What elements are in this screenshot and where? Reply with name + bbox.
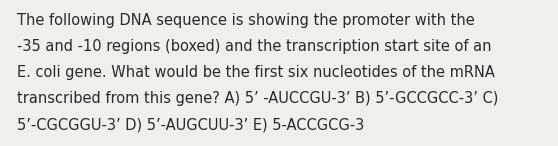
- Text: transcribed from this gene? A) 5’ -AUCCGU-3’ B) 5’-GCCGCC-3’ C): transcribed from this gene? A) 5’ -AUCCG…: [17, 91, 498, 106]
- Text: The following DNA sequence is showing the promoter with the: The following DNA sequence is showing th…: [17, 13, 474, 28]
- Text: 5’-CGCGGU-3’ D) 5’-AUGCUU-3’ E) 5-ACCGCG-3: 5’-CGCGGU-3’ D) 5’-AUGCUU-3’ E) 5-ACCGCG…: [17, 117, 364, 132]
- Text: E. coli gene. What would be the first six nucleotides of the mRNA: E. coli gene. What would be the first si…: [17, 65, 494, 80]
- Text: -35 and -10 regions (boxed) and the transcription start site of an: -35 and -10 regions (boxed) and the tran…: [17, 39, 491, 54]
